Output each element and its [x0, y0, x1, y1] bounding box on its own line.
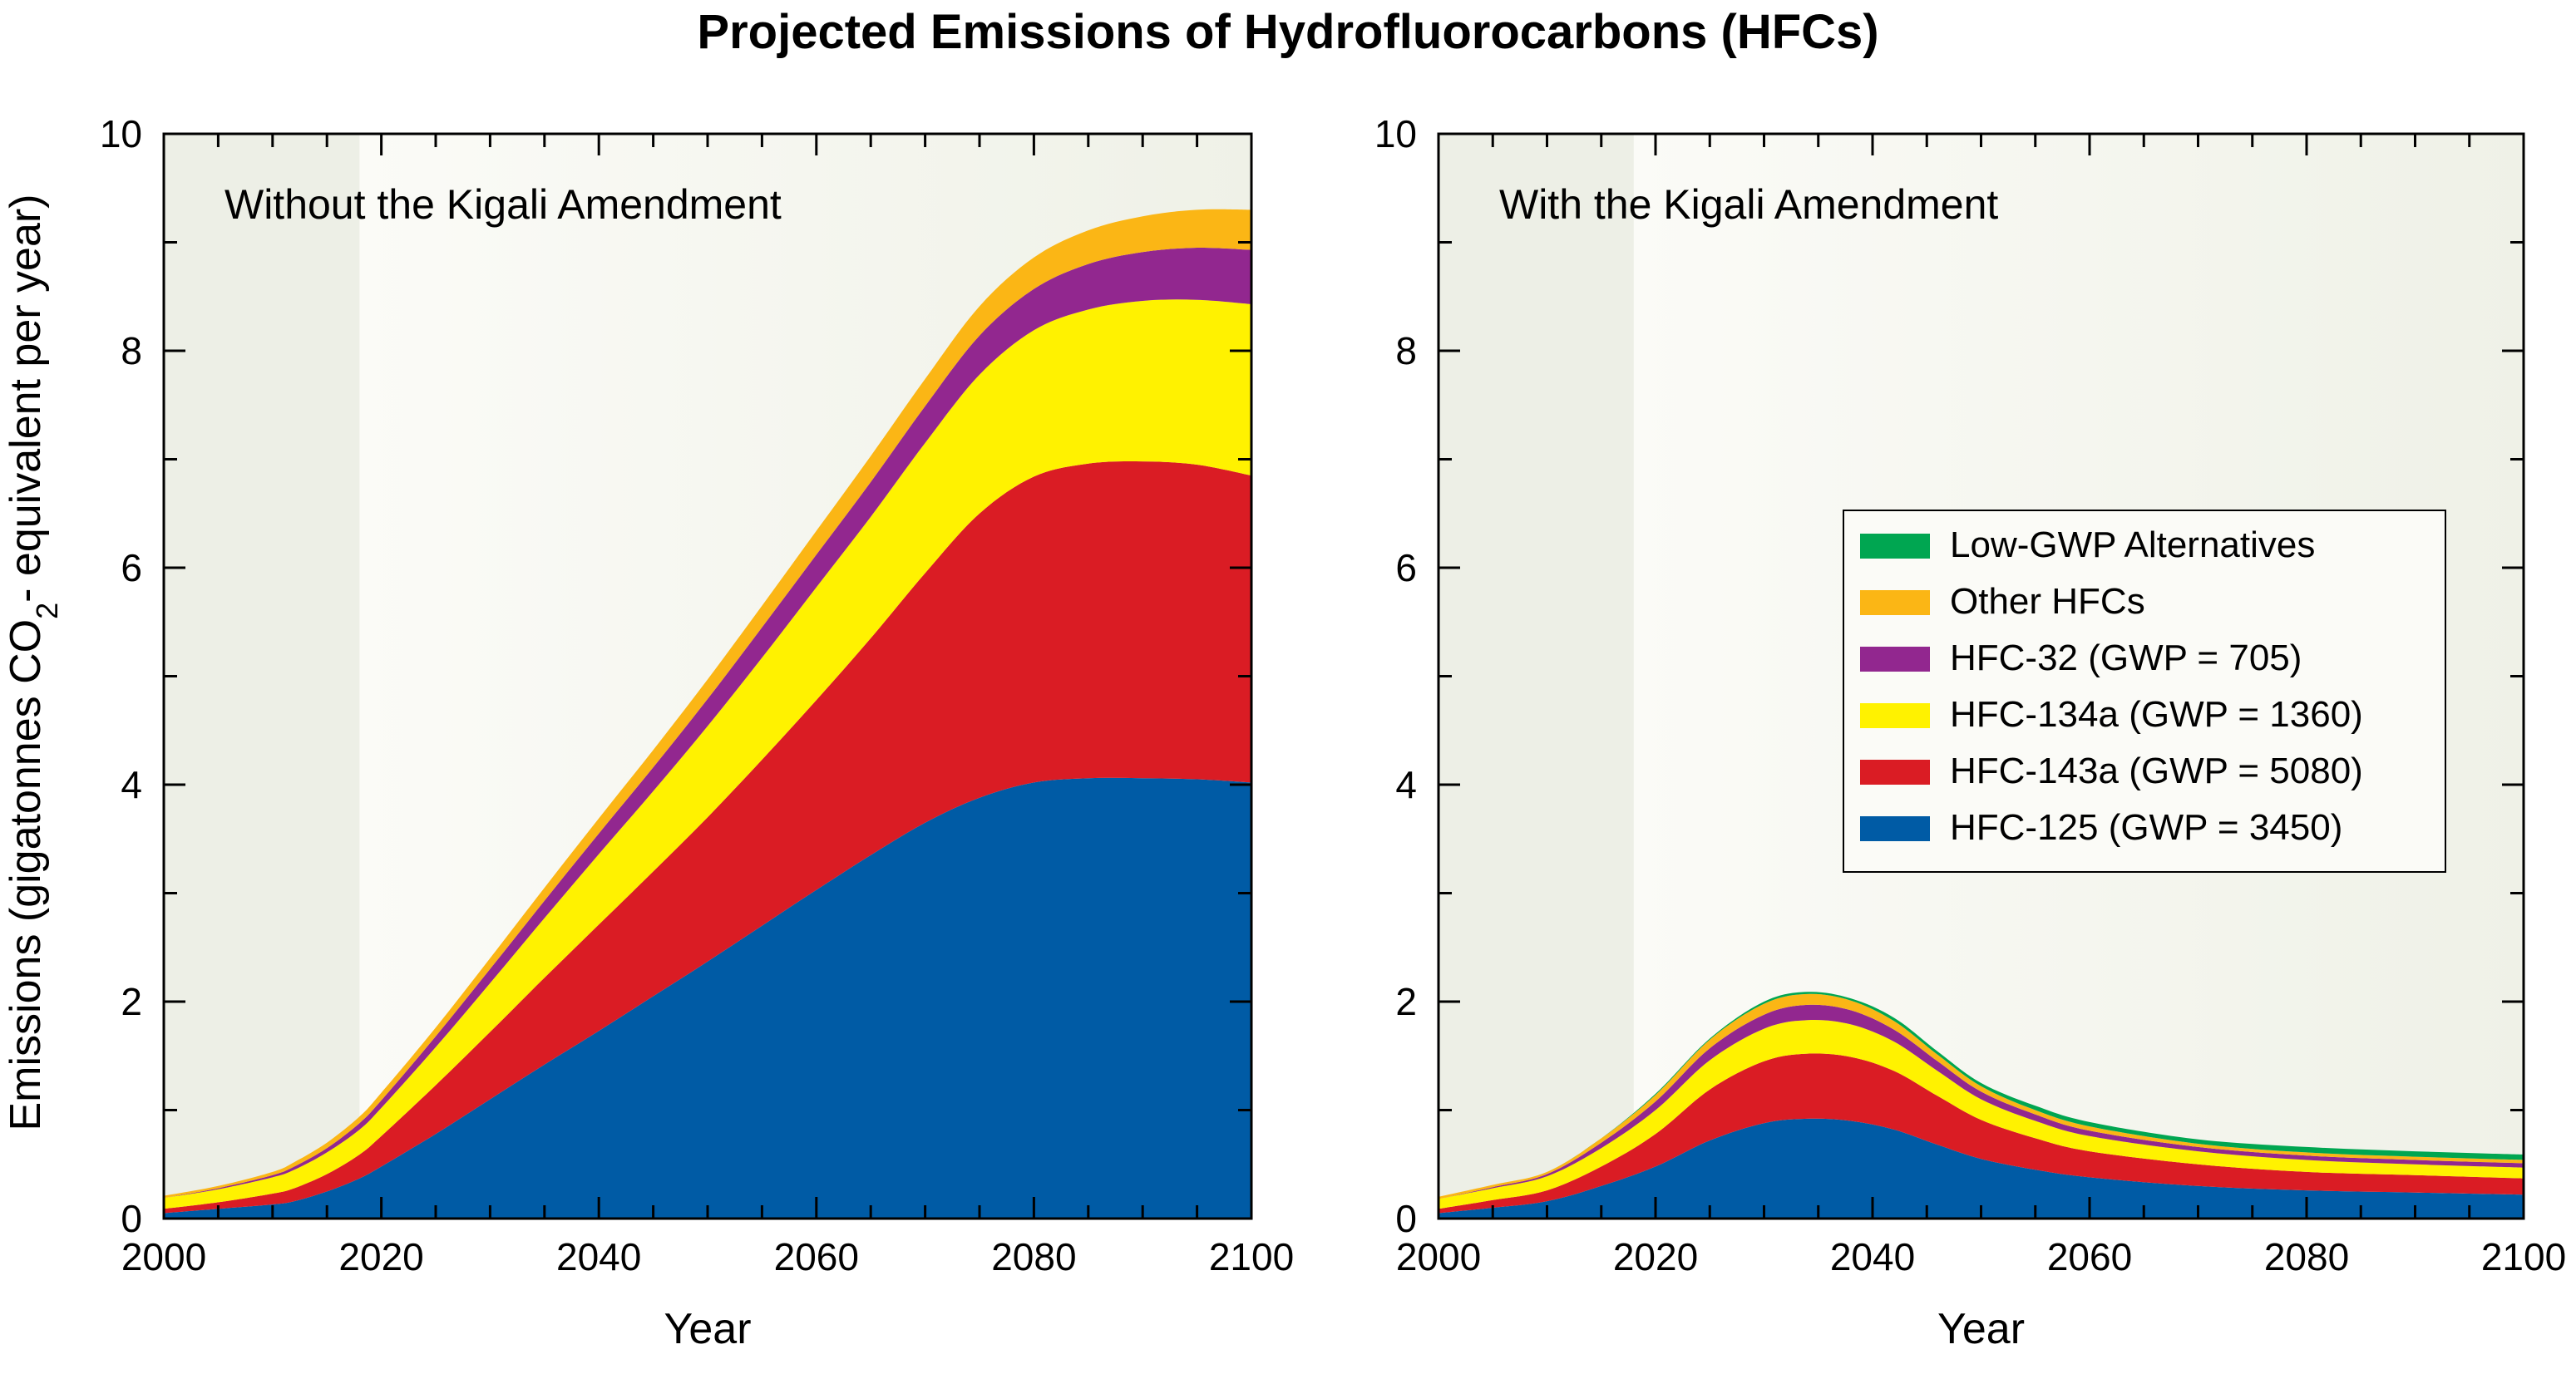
y-tick-label: 8: [121, 329, 142, 372]
area-hfc32: [1439, 1004, 2524, 1199]
legend-label-hfc125: HFC-125 (GWP = 3450): [1950, 807, 2342, 848]
x-tick-label: 2080: [2264, 1235, 2349, 1278]
area-hfc143a: [1439, 1053, 2524, 1214]
y-tick-label: 2: [121, 980, 142, 1023]
y-tick-label: 4: [1395, 763, 1417, 806]
y-axis-title-subscript: 2: [30, 603, 64, 619]
legend-swatch-hfc134a: [1860, 703, 1930, 728]
y-axis-title: Emissions (gigatonnes CO2- equivalent pe…: [2, 195, 64, 1131]
area-hfc125: [1439, 1118, 2524, 1219]
x-tick-label: 2100: [1209, 1235, 1294, 1278]
area-hfc143a: [164, 461, 1251, 1214]
x-axis-title: Year: [664, 1305, 751, 1353]
x-tick-label: 2040: [1830, 1235, 1915, 1278]
y-tick-label: 6: [1395, 546, 1417, 589]
y-tick-label: 6: [121, 546, 142, 589]
panel-label: With the Kigali Amendment: [1499, 181, 1998, 228]
x-tick-label: 2000: [121, 1235, 206, 1278]
background-historical: [1439, 134, 1634, 1219]
x-tick-label: 2020: [338, 1235, 423, 1278]
x-tick-label: 2060: [774, 1235, 859, 1278]
x-tick-label: 2100: [2481, 1235, 2566, 1278]
y-tick-label: 0: [1395, 1197, 1417, 1240]
panel-label: Without the Kigali Amendment: [225, 181, 782, 228]
panel-without-kigali: 2000 2020 2040 2060 2080 2100 0 2 4 6 8 10 Year Witho…: [100, 112, 1294, 1353]
y-axis-title-part2: - equivalent per year): [2, 195, 50, 603]
area-hfc32: [164, 247, 1251, 1199]
x-tick-label: 2020: [1613, 1235, 1698, 1278]
y-tick-label: 8: [1395, 329, 1417, 372]
legend-label-hfc143a: HFC-143a (GWP = 5080): [1950, 751, 2363, 791]
y-tick-label: 2: [1395, 980, 1417, 1023]
y-tick-label: 4: [121, 763, 142, 806]
y-tick-label: 10: [1374, 112, 1417, 155]
area-low_gwp: [1439, 992, 2524, 1197]
legend-swatch-other: [1860, 590, 1930, 615]
legend-swatch-hfc32: [1860, 647, 1930, 672]
x-tick-label: 2000: [1396, 1235, 1481, 1278]
legend: Low-GWP Alternatives Other HFCs HFC-32 (GW…: [1843, 510, 2446, 873]
y-tick-label: 10: [100, 112, 142, 155]
legend-swatch-hfc125: [1860, 816, 1930, 841]
area-other: [1439, 993, 2524, 1199]
y-tick-label: 0: [121, 1197, 142, 1240]
x-tick-label: 2080: [991, 1235, 1076, 1278]
legend-label-other: Other HFCs: [1950, 581, 2145, 622]
y-axis-title-part1: Emissions (gigatonnes CO: [2, 619, 50, 1131]
x-tick-label: 2060: [2047, 1235, 2132, 1278]
area-hfc134a: [164, 299, 1251, 1209]
legend-label-low_gwp: Low-GWP Alternatives: [1950, 524, 2315, 565]
x-axis-title: Year: [1937, 1305, 2025, 1353]
chart-title: Projected Emissions of Hydrofluorocarbon…: [697, 5, 1878, 59]
legend-swatch-hfc143a: [1860, 760, 1930, 785]
background-historical: [164, 134, 360, 1219]
area-hfc134a: [1439, 1019, 2524, 1209]
x-tick-label: 2040: [556, 1235, 641, 1278]
legend-label-hfc32: HFC-32 (GWP = 705): [1950, 638, 2302, 678]
area-hfc125: [164, 777, 1251, 1219]
legend-swatch-low_gwp: [1860, 534, 1930, 559]
panel-with-kigali: 2000 2020 2040 2060 2080 2100 0 2 4 6 8 10 Year With …: [1374, 112, 2566, 1353]
legend-label-hfc134a: HFC-134a (GWP = 1360): [1950, 694, 2363, 735]
legend-box: [1843, 510, 2446, 873]
